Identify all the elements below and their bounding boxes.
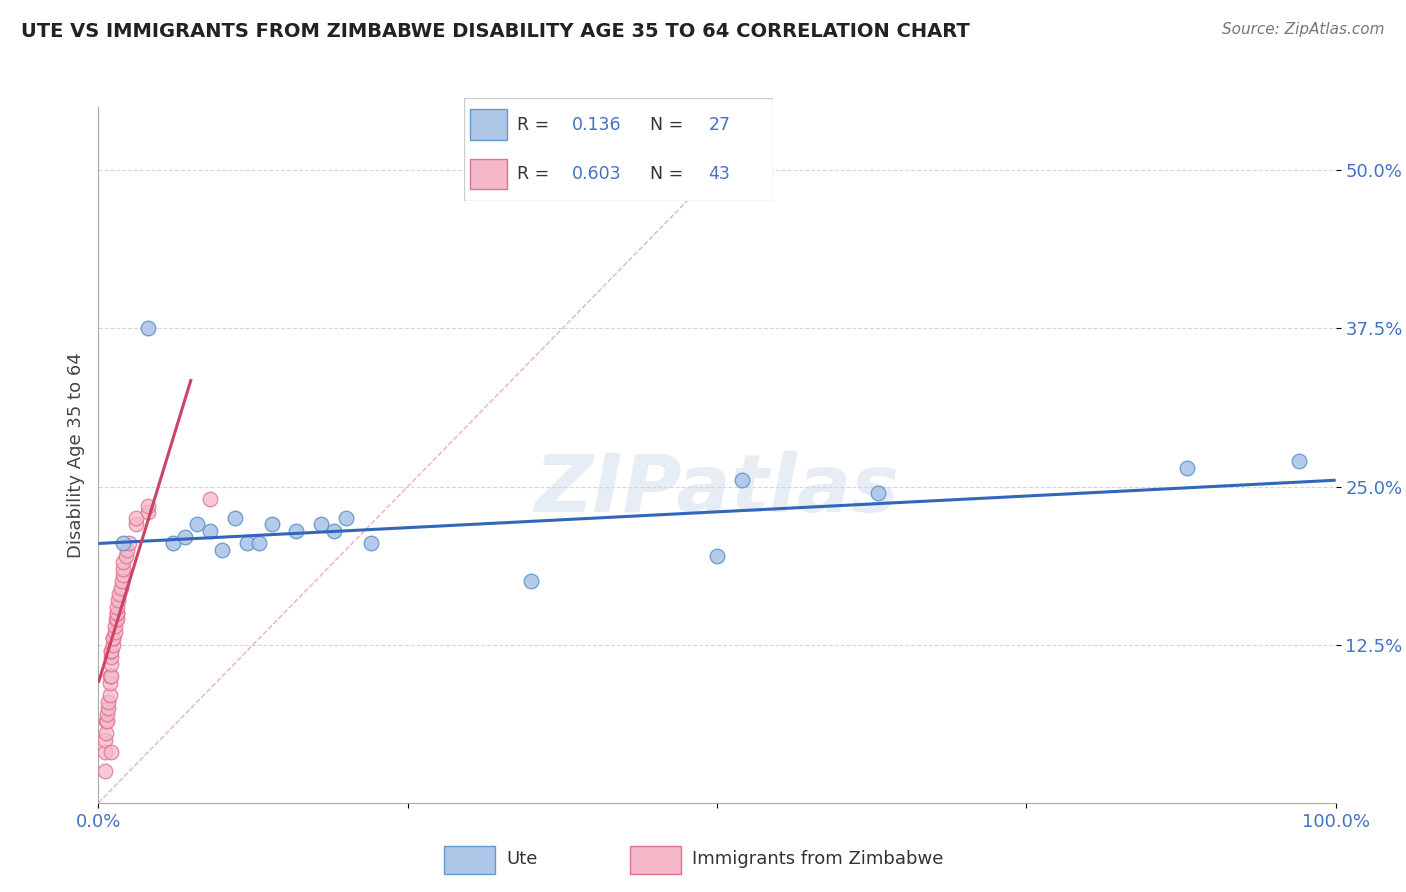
Point xyxy=(118,536,141,550)
Point xyxy=(174,530,197,544)
Text: 27: 27 xyxy=(709,116,730,134)
Point xyxy=(98,669,121,683)
Point xyxy=(103,625,125,640)
Point xyxy=(94,726,117,740)
Point xyxy=(124,517,146,532)
Point xyxy=(198,524,221,538)
Point xyxy=(115,542,138,557)
Point xyxy=(108,587,131,601)
Point xyxy=(260,517,283,532)
Point xyxy=(105,606,128,620)
Point xyxy=(360,536,382,550)
Point xyxy=(309,517,332,532)
Point xyxy=(285,524,308,538)
FancyBboxPatch shape xyxy=(464,98,773,201)
Text: R =: R = xyxy=(516,165,554,183)
Point xyxy=(96,707,118,722)
Point xyxy=(107,593,129,607)
Point xyxy=(100,644,122,658)
Point xyxy=(100,669,122,683)
Point xyxy=(98,688,121,702)
FancyBboxPatch shape xyxy=(470,159,508,189)
Point xyxy=(136,505,159,519)
Text: UTE VS IMMIGRANTS FROM ZIMBABWE DISABILITY AGE 35 TO 64 CORRELATION CHART: UTE VS IMMIGRANTS FROM ZIMBABWE DISABILI… xyxy=(21,22,970,41)
Point xyxy=(112,536,135,550)
Text: R =: R = xyxy=(516,116,554,134)
FancyBboxPatch shape xyxy=(470,110,508,140)
Text: Immigrants from Zimbabwe: Immigrants from Zimbabwe xyxy=(692,849,943,868)
Point xyxy=(103,632,125,646)
Point xyxy=(104,612,127,626)
Point xyxy=(322,524,344,538)
Point xyxy=(100,657,122,671)
Point xyxy=(105,612,128,626)
Point xyxy=(105,606,128,620)
Point xyxy=(706,549,728,563)
Point xyxy=(97,695,120,709)
Point xyxy=(520,574,543,589)
Point xyxy=(100,650,122,665)
Point xyxy=(98,675,121,690)
Point xyxy=(866,486,889,500)
Point xyxy=(162,536,184,550)
Point xyxy=(103,632,125,646)
Point xyxy=(112,556,135,570)
Point xyxy=(103,638,125,652)
Text: N =: N = xyxy=(650,165,689,183)
Point xyxy=(198,492,221,507)
Text: ZIPatlas: ZIPatlas xyxy=(534,450,900,529)
Point xyxy=(136,499,159,513)
Text: Ute: Ute xyxy=(506,849,537,868)
FancyBboxPatch shape xyxy=(444,846,495,874)
Point xyxy=(97,701,120,715)
Point xyxy=(335,511,357,525)
Point xyxy=(110,581,132,595)
Point xyxy=(1175,460,1198,475)
Point xyxy=(211,542,233,557)
Point xyxy=(112,562,135,576)
Text: N =: N = xyxy=(650,116,689,134)
Text: Source: ZipAtlas.com: Source: ZipAtlas.com xyxy=(1222,22,1385,37)
Point xyxy=(236,536,259,550)
Point xyxy=(112,568,135,582)
Point xyxy=(1288,454,1310,468)
Point xyxy=(93,745,115,759)
Point xyxy=(111,574,134,589)
Point xyxy=(136,321,159,335)
Point xyxy=(93,732,115,747)
FancyBboxPatch shape xyxy=(630,846,681,874)
Text: 43: 43 xyxy=(709,165,730,183)
Text: 0.136: 0.136 xyxy=(572,116,621,134)
Point xyxy=(100,644,122,658)
Point xyxy=(94,714,117,728)
Point xyxy=(96,714,118,728)
Point xyxy=(247,536,270,550)
Text: 0.603: 0.603 xyxy=(572,165,621,183)
Point xyxy=(103,618,125,632)
Point xyxy=(105,599,128,614)
Point xyxy=(224,511,246,525)
Point xyxy=(93,764,115,779)
Point xyxy=(186,517,208,532)
Point xyxy=(100,745,122,759)
Y-axis label: Disability Age 35 to 64: Disability Age 35 to 64 xyxy=(66,352,84,558)
Point xyxy=(124,511,146,525)
Point xyxy=(731,473,754,487)
Point xyxy=(114,549,136,563)
